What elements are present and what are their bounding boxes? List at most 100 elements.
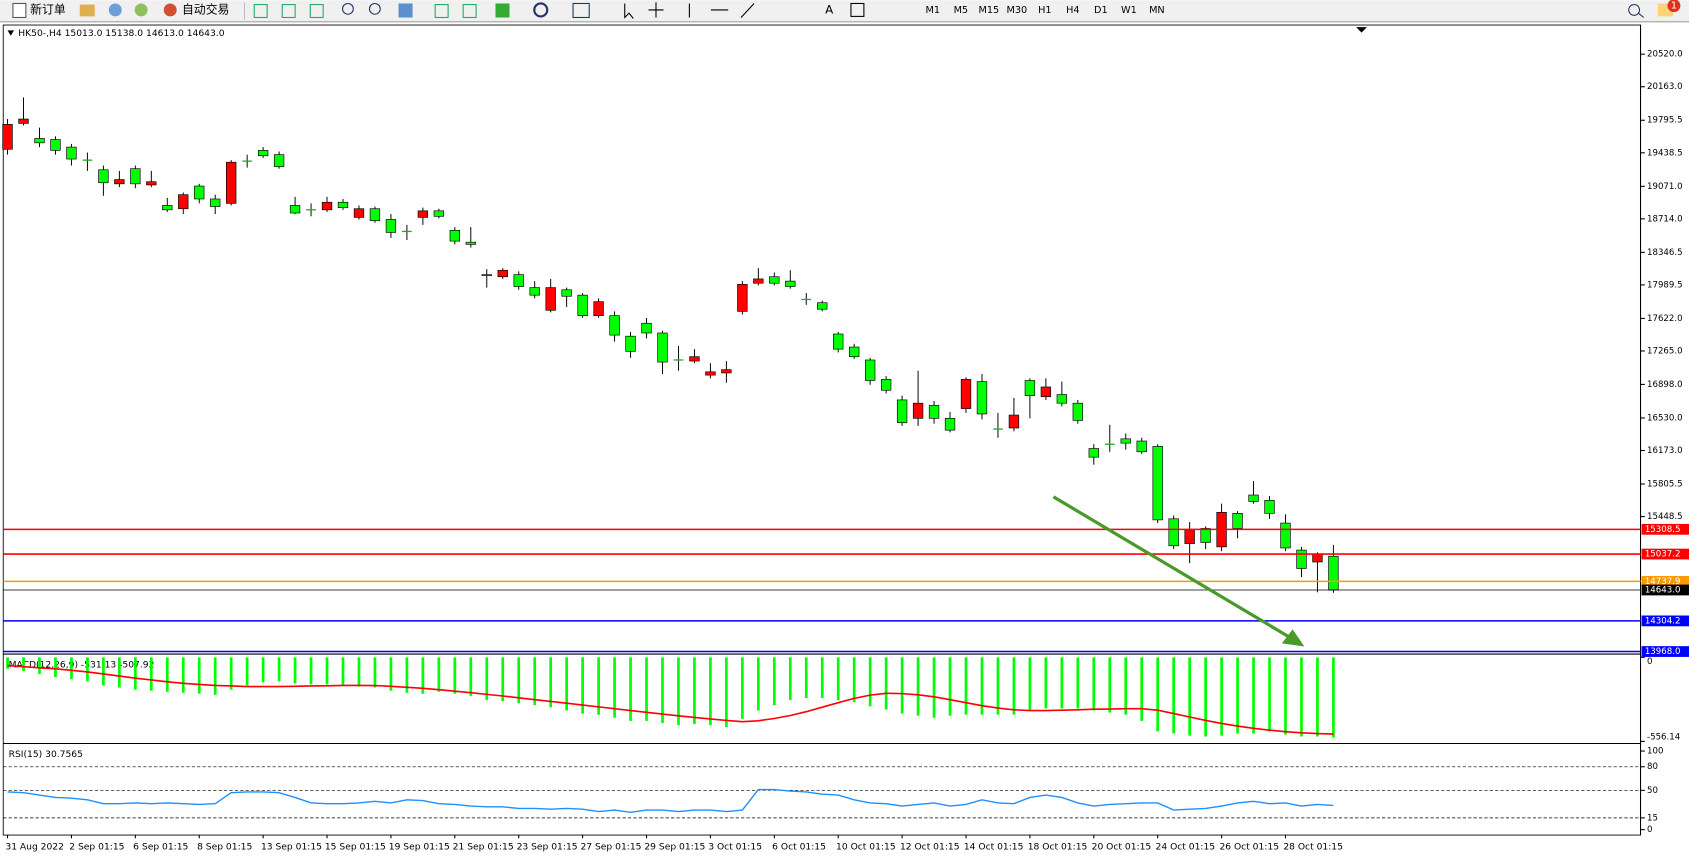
rsi-line bbox=[7, 788, 1334, 814]
auto-trading-icon[interactable] bbox=[163, 3, 177, 17]
price-level-box bbox=[1641, 584, 1689, 596]
timeframe-button[interactable]: M1 bbox=[926, 5, 941, 16]
x-tick-label: 28 Oct 01:15 bbox=[1283, 842, 1343, 852]
notification-badge[interactable] bbox=[1667, 0, 1681, 13]
candle-body bbox=[1024, 380, 1036, 396]
indicator-icon[interactable] bbox=[495, 3, 510, 18]
price-level-box bbox=[1641, 615, 1689, 627]
symbol-menu-arrow[interactable] bbox=[7, 30, 15, 36]
timeframe-button[interactable]: D1 bbox=[1094, 5, 1108, 16]
timeframe-button[interactable]: H4 bbox=[1066, 5, 1079, 16]
timeframe-button[interactable]: W1 bbox=[1121, 5, 1137, 16]
x-tick-label: 12 Oct 01:15 bbox=[900, 842, 960, 852]
x-tick-label: 20 Oct 01:15 bbox=[1092, 842, 1152, 852]
toolbar-icon[interactable] bbox=[462, 4, 477, 19]
candle-body bbox=[257, 150, 269, 157]
x-tick-label: 24 Oct 01:15 bbox=[1156, 842, 1216, 852]
candle-body bbox=[1184, 529, 1195, 544]
y-tick-label: 19071.0 bbox=[1647, 182, 1683, 192]
search-icon[interactable] bbox=[1628, 4, 1645, 18]
x-tick-label: 31 Aug 2022 bbox=[5, 842, 64, 852]
y-tick-label: 15 bbox=[1647, 813, 1658, 823]
candle-body bbox=[321, 201, 333, 211]
candle-body bbox=[705, 371, 716, 376]
toolbar-icon[interactable] bbox=[434, 4, 449, 19]
price-level-label: 15308.5 bbox=[1645, 525, 1681, 535]
auto-trading-button[interactable]: 自动交易 bbox=[182, 2, 229, 16]
price-level-box bbox=[1641, 523, 1689, 535]
new-order-icon[interactable] bbox=[12, 2, 27, 19]
candle-body bbox=[1232, 513, 1243, 529]
y-tick-label: 17622.0 bbox=[1647, 314, 1683, 324]
toolbar-icon[interactable] bbox=[281, 4, 296, 19]
candle-body bbox=[769, 276, 780, 284]
text-tool[interactable]: A bbox=[825, 2, 833, 16]
candle-body bbox=[1152, 446, 1163, 521]
y-tick-label: 17265.0 bbox=[1647, 346, 1683, 356]
toolbar-icon[interactable] bbox=[253, 4, 268, 19]
x-tick-label: 27 Sep 01:15 bbox=[580, 842, 641, 852]
y-tick-label: 20163.0 bbox=[1647, 82, 1683, 92]
y-tick-label: 0 bbox=[1647, 825, 1652, 835]
timeframe-bar: M1 M5 M15 M30 H1 H4 D1 W1 MN bbox=[926, 5, 1165, 16]
candle-body bbox=[1264, 500, 1275, 514]
period-icon[interactable] bbox=[533, 2, 549, 18]
timeframe-button[interactable]: M15 bbox=[978, 5, 999, 16]
y-tick-label: 17989.5 bbox=[1647, 280, 1683, 290]
toolbar bbox=[0, 0, 1689, 22]
x-tick-label: 2 Sep 01:15 bbox=[69, 842, 124, 852]
y-tick-label: 18346.5 bbox=[1647, 248, 1683, 258]
candle-body bbox=[210, 198, 221, 207]
crosshair-tool[interactable] bbox=[648, 2, 664, 18]
line-tools[interactable] bbox=[688, 3, 755, 18]
tile-icon[interactable] bbox=[398, 3, 413, 18]
candle-body bbox=[273, 154, 285, 167]
toolbar-icon[interactable] bbox=[108, 3, 122, 17]
candle-body bbox=[1200, 528, 1211, 543]
macd-title: MACD(12,26,9) -531.13 -507.92 bbox=[9, 660, 155, 670]
price-level-label: 14643.0 bbox=[1645, 585, 1681, 595]
candle-body bbox=[130, 168, 141, 185]
y-tick-label: 20520.0 bbox=[1647, 50, 1683, 60]
timeframe-button[interactable]: M5 bbox=[954, 5, 969, 16]
candle-body bbox=[1088, 448, 1099, 458]
price-level-label: 15037.2 bbox=[1645, 550, 1681, 560]
candle-body bbox=[657, 332, 668, 363]
price-level-box bbox=[1641, 646, 1689, 657]
zoom-out[interactable] bbox=[368, 2, 381, 15]
toolbar-icon[interactable] bbox=[309, 4, 324, 19]
candle-body bbox=[449, 230, 460, 242]
candle-body bbox=[1280, 522, 1291, 549]
candle-body bbox=[289, 205, 301, 214]
template-icon[interactable] bbox=[572, 2, 590, 19]
candle-body bbox=[721, 369, 732, 374]
candle-body bbox=[960, 379, 972, 409]
candle-body bbox=[465, 241, 476, 245]
candle-body bbox=[1312, 554, 1323, 563]
candle-body bbox=[66, 146, 77, 160]
y-tick-label: 19438.5 bbox=[1647, 148, 1683, 158]
candle-body bbox=[417, 210, 429, 218]
new-order-button[interactable]: 新订单 bbox=[30, 2, 66, 16]
label-tool[interactable] bbox=[850, 2, 865, 17]
candle-body bbox=[849, 346, 860, 358]
zoom-in[interactable] bbox=[342, 2, 354, 15]
candle-body bbox=[1008, 414, 1020, 429]
candle-body bbox=[785, 280, 796, 287]
y-tick-label: 15448.5 bbox=[1647, 512, 1683, 522]
y-tick-label: -556.14 bbox=[1647, 733, 1680, 743]
timeframe-button[interactable]: M30 bbox=[1007, 5, 1028, 16]
candle-body bbox=[369, 208, 381, 221]
toolbar-icon[interactable] bbox=[79, 4, 95, 17]
timeframe-button[interactable]: MN bbox=[1149, 5, 1165, 16]
toolbar-icon[interactable] bbox=[134, 3, 148, 17]
rsi-title: RSI(15) 30.7565 bbox=[9, 750, 84, 760]
x-tick-label: 3 Oct 01:15 bbox=[708, 842, 762, 852]
candle-body bbox=[50, 139, 61, 151]
candle-body bbox=[753, 278, 764, 284]
cursor-tool[interactable] bbox=[624, 3, 634, 19]
symbol-info: HK50-,H4 15013.0 15138.0 14613.0 14643.0 bbox=[18, 29, 224, 39]
timeframe-button[interactable]: H1 bbox=[1038, 5, 1051, 16]
